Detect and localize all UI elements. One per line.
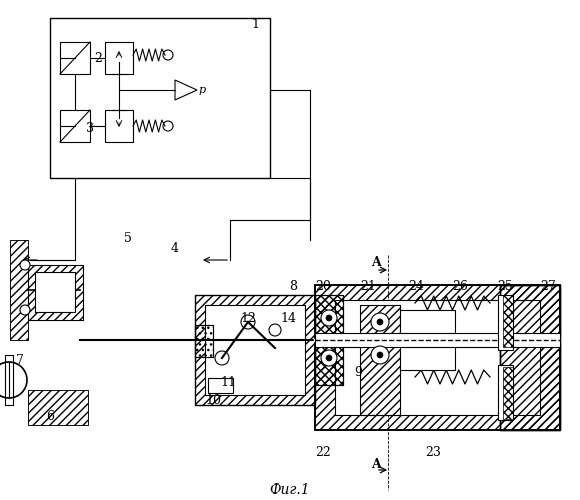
- Text: 20: 20: [315, 280, 331, 293]
- Text: 10: 10: [205, 394, 221, 406]
- Bar: [335, 300, 540, 415]
- Circle shape: [241, 315, 255, 329]
- Bar: [60, 42, 90, 74]
- Text: A: A: [371, 256, 381, 270]
- Bar: [60, 110, 90, 142]
- Circle shape: [215, 351, 229, 365]
- Bar: [500, 285, 560, 430]
- Bar: [105, 42, 133, 74]
- Bar: [28, 390, 88, 425]
- Bar: [105, 110, 133, 142]
- Circle shape: [20, 305, 30, 315]
- Bar: [195, 325, 213, 357]
- Text: 12: 12: [240, 312, 256, 324]
- Bar: [503, 367, 513, 419]
- Bar: [195, 325, 213, 357]
- Circle shape: [269, 324, 281, 336]
- Bar: [315, 285, 560, 430]
- Bar: [360, 305, 400, 415]
- Text: 21: 21: [360, 280, 376, 293]
- Bar: [28, 265, 83, 320]
- Bar: [10, 240, 28, 340]
- Text: 8: 8: [289, 280, 297, 293]
- Text: 5: 5: [124, 232, 132, 244]
- Circle shape: [321, 350, 337, 366]
- Text: Фиг.1: Фиг.1: [270, 483, 310, 497]
- Text: 2: 2: [94, 52, 102, 64]
- Text: 23: 23: [425, 446, 441, 460]
- Bar: [315, 295, 343, 385]
- Bar: [400, 310, 455, 370]
- Text: 7: 7: [16, 354, 24, 366]
- Text: 1: 1: [251, 18, 259, 32]
- Text: 24: 24: [408, 280, 424, 293]
- Text: A: A: [371, 458, 381, 471]
- Bar: [498, 295, 513, 350]
- Circle shape: [377, 352, 383, 358]
- Circle shape: [321, 310, 337, 326]
- Text: 4: 4: [171, 242, 179, 254]
- Text: 22: 22: [315, 446, 331, 460]
- Bar: [10, 240, 28, 340]
- Circle shape: [377, 319, 383, 325]
- Bar: [5, 355, 13, 405]
- Circle shape: [20, 260, 30, 270]
- Bar: [503, 295, 513, 347]
- Text: p: p: [199, 85, 206, 95]
- Text: 25: 25: [497, 280, 513, 293]
- Circle shape: [326, 355, 332, 361]
- Bar: [315, 285, 560, 430]
- Bar: [28, 390, 88, 425]
- Text: 26: 26: [452, 280, 468, 293]
- Bar: [28, 265, 83, 320]
- Bar: [498, 365, 513, 420]
- Bar: [208, 378, 233, 393]
- Bar: [195, 295, 315, 405]
- Text: 9: 9: [354, 366, 362, 380]
- Bar: [195, 295, 315, 405]
- Circle shape: [371, 346, 389, 364]
- Text: 11: 11: [220, 376, 236, 388]
- Text: 14: 14: [280, 312, 296, 324]
- Circle shape: [371, 313, 389, 331]
- Bar: [500, 285, 560, 430]
- Bar: [35, 272, 75, 312]
- Text: 6: 6: [46, 410, 54, 424]
- Bar: [50, 18, 270, 178]
- Text: 3: 3: [86, 122, 94, 134]
- Text: 27: 27: [540, 280, 556, 293]
- Bar: [315, 295, 343, 385]
- Bar: [205, 305, 305, 395]
- Circle shape: [326, 315, 332, 321]
- Bar: [360, 305, 400, 415]
- Bar: [315, 333, 560, 347]
